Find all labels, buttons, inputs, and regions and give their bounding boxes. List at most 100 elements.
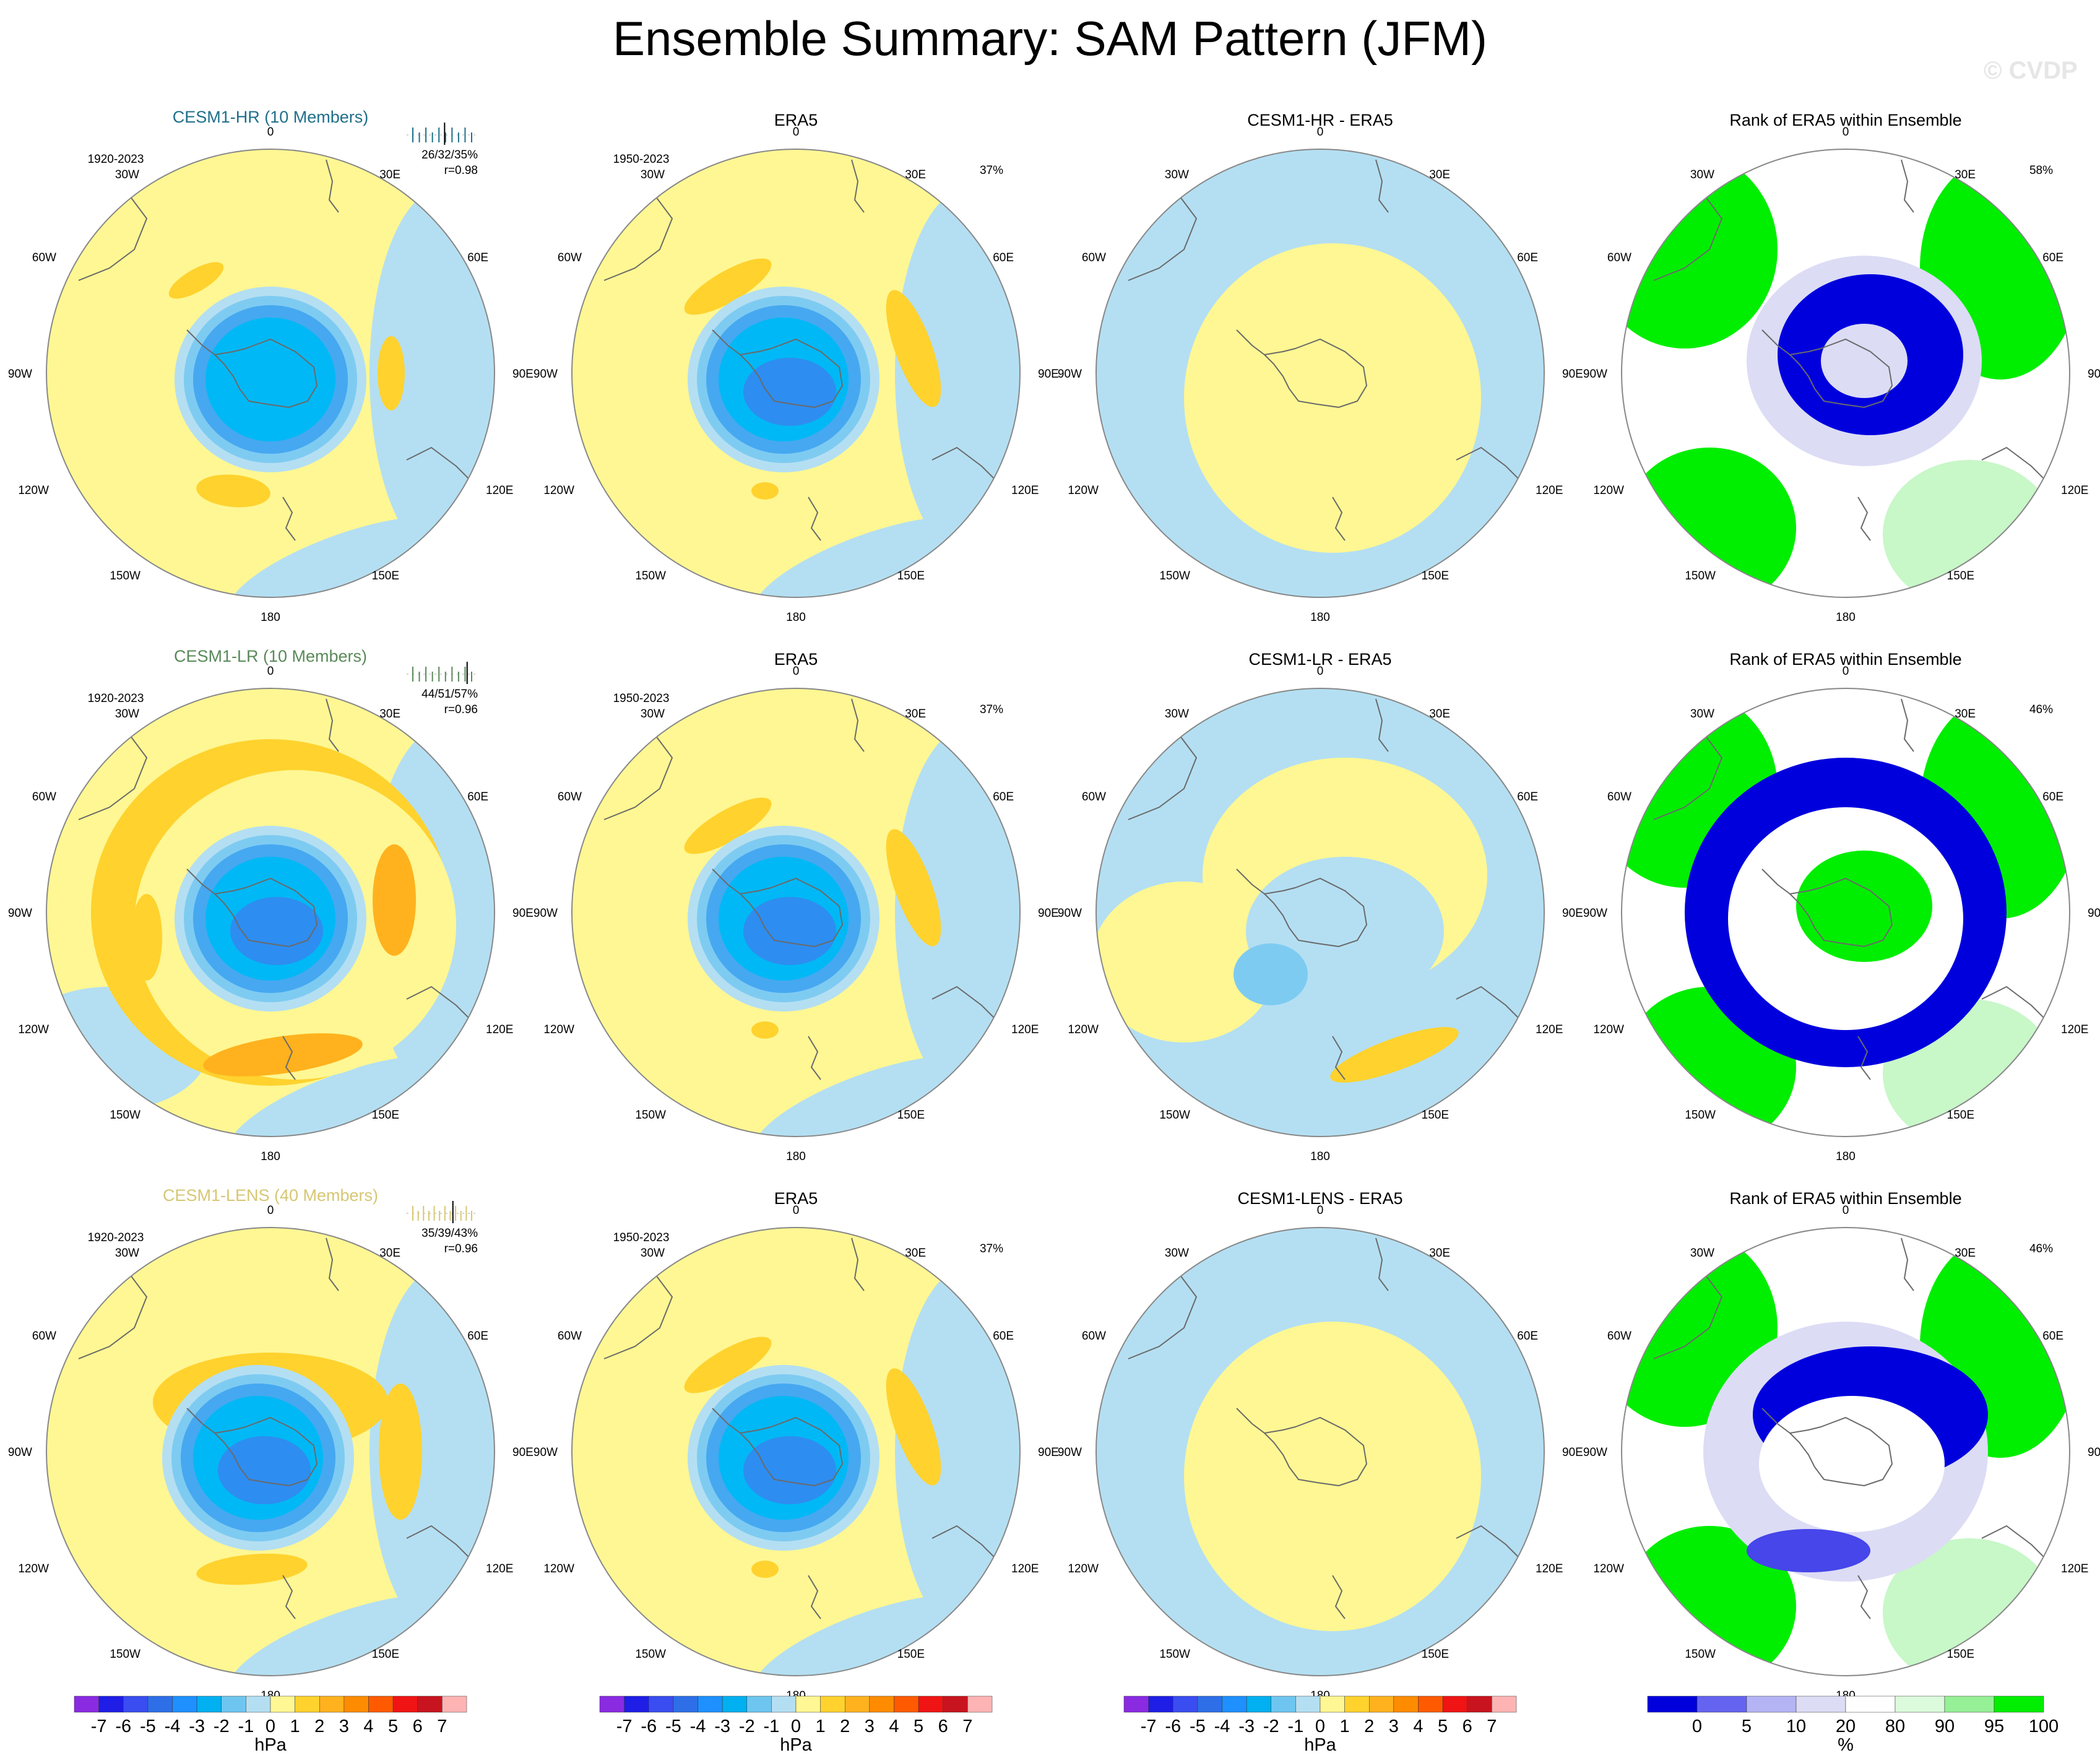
longitude-label: 60W (558, 251, 582, 264)
longitude-label: 120E (1536, 1023, 1563, 1036)
longitude-label: 90E (2088, 368, 2100, 381)
longitude-label: 0 (267, 665, 274, 678)
australia-coastline (1981, 985, 2050, 1024)
longitude-label: 60E (1517, 1330, 1538, 1343)
colorbar-tick-label: 3 (865, 1717, 875, 1736)
peninsula-coastline (186, 869, 215, 894)
longitude-label: 90E (512, 368, 534, 381)
longitude-label: 180 (786, 1150, 806, 1163)
longitude-label: 60W (1082, 251, 1106, 264)
antarctica-coastline (1788, 1416, 1893, 1487)
peninsula-coastline (1236, 1408, 1265, 1434)
australia-coastline (1456, 446, 1525, 485)
colorbar-tick-label: -4 (690, 1717, 706, 1736)
longitude-label: 30W (115, 1247, 139, 1260)
colorbar-tick-label: 1 (1340, 1717, 1350, 1736)
negative-anomaly (753, 1055, 988, 1137)
africa-coastline (1901, 1237, 1914, 1291)
colorbar-swatch (246, 1696, 271, 1713)
longitude-label: 150W (1159, 1109, 1190, 1122)
colorbar-tick-label: -4 (165, 1717, 181, 1736)
longitude-label: 60W (1607, 1330, 1631, 1343)
longitude-label: 150E (897, 1648, 925, 1661)
longitude-label: 30W (1165, 708, 1189, 721)
colorbar-swatch (221, 1696, 246, 1713)
longitude-label: 30W (641, 1247, 665, 1260)
longitude-label: 120W (1068, 1562, 1099, 1575)
longitude-label: 30E (379, 1247, 400, 1260)
ensemble-variance-stats: 44/51/57% (421, 688, 478, 701)
ensemble-period: 1920-2023 (88, 692, 144, 705)
longitude-label: 60W (1607, 791, 1631, 804)
colorbar-tick-label: 3 (339, 1717, 349, 1736)
colorbar-tick-label: -7 (91, 1717, 107, 1736)
hpa-colorbar: -7 -6 -5 -4 -3 -2 -1 0 1 2 3 4 5 6 7 hPa (74, 1696, 467, 1755)
colorbar-tick-label: 0 (1315, 1717, 1325, 1736)
antarctica-coastline (1263, 877, 1368, 948)
colorbar-tick-label: 10 (1786, 1717, 1806, 1736)
ensemble-panel-title: CESM1-LR (10 Members) (174, 647, 367, 665)
ensemble-panel-title: CESM1-LENS (40 Members) (163, 1186, 378, 1205)
longitude-label: 120E (486, 1562, 513, 1575)
new-zealand-coastline (1857, 496, 1871, 541)
colorbar-swatch (1197, 1696, 1222, 1713)
longitude-label: 150W (110, 570, 140, 583)
antarctica-coastline (213, 877, 318, 948)
map-boundary (1621, 688, 2070, 1137)
colorbar-swatch (1344, 1696, 1370, 1713)
australia-coastline (1981, 446, 2050, 485)
colorbar-swatch (698, 1696, 723, 1713)
longitude-label: 150E (1422, 1109, 1449, 1122)
colorbar-tick-label: 5 (1438, 1717, 1448, 1736)
longitude-label: 60W (558, 791, 582, 804)
rank-high-region (1883, 460, 2056, 597)
longitude-label: 90W (1583, 907, 1607, 920)
positive-difference (1330, 1027, 1459, 1083)
colorbar-swatch (967, 1696, 993, 1713)
longitude-label: 30W (1690, 1247, 1714, 1260)
longitude-label: 120E (1536, 1562, 1563, 1575)
longitude-label: 30W (115, 708, 139, 721)
antarctica-coastline (1263, 338, 1368, 409)
low-contour-4 (205, 318, 335, 441)
longitude-label: 90E (2088, 1446, 2100, 1459)
colorbar-tick-label: 6 (1463, 1717, 1472, 1736)
colorbar-tick-label: 6 (413, 1717, 423, 1736)
negative-anomaly (753, 516, 988, 597)
africa-coastline (1375, 159, 1389, 213)
new-zealand-coastline (1332, 1575, 1346, 1619)
colorbar-swatch (147, 1696, 173, 1713)
colorbar-swatch (1295, 1696, 1321, 1713)
colorbar-swatch (894, 1696, 919, 1713)
longitude-label: 60E (467, 1330, 488, 1343)
longitude-label: 30W (641, 168, 665, 181)
rank-pct: 58% (2029, 164, 2053, 177)
longitude-label: 150E (1947, 1109, 1974, 1122)
longitude-label: 120W (543, 484, 574, 497)
longitude-label: 180 (1836, 1150, 1856, 1163)
colorbar-swatch (673, 1696, 698, 1713)
colorbar-tick-label: 0 (266, 1717, 275, 1736)
longitude-label: 90W (1583, 368, 1607, 381)
map-panel (1096, 149, 1544, 597)
map-boundary (46, 688, 495, 1137)
ensemble-period: 1920-2023 (88, 153, 144, 166)
colorbar-tick-label: 2 (1364, 1717, 1374, 1736)
colorbar-tick-label: 7 (437, 1717, 447, 1736)
colorbar-swatch (172, 1696, 197, 1713)
longitude-label: 120E (486, 1023, 513, 1036)
longitude-label: 60E (2042, 251, 2063, 264)
longitude-label: 30E (905, 1247, 926, 1260)
longitude-label: 90W (534, 1446, 558, 1459)
colorbar-tick-label: -7 (1141, 1717, 1157, 1736)
colorbar-swatch (1647, 1696, 1698, 1713)
colorbar-unit: % (1838, 1735, 1854, 1755)
rank-mid-region (1821, 324, 1908, 398)
colorbar-swatch (1944, 1696, 1995, 1713)
longitude-label: 150W (1159, 1648, 1190, 1661)
longitude-label: 60E (2042, 791, 2063, 804)
longitude-label: 0 (1317, 1204, 1324, 1217)
colorbar-swatch (1369, 1696, 1394, 1713)
longitude-label: 120W (1068, 1023, 1099, 1036)
positive-lobe (886, 290, 941, 407)
